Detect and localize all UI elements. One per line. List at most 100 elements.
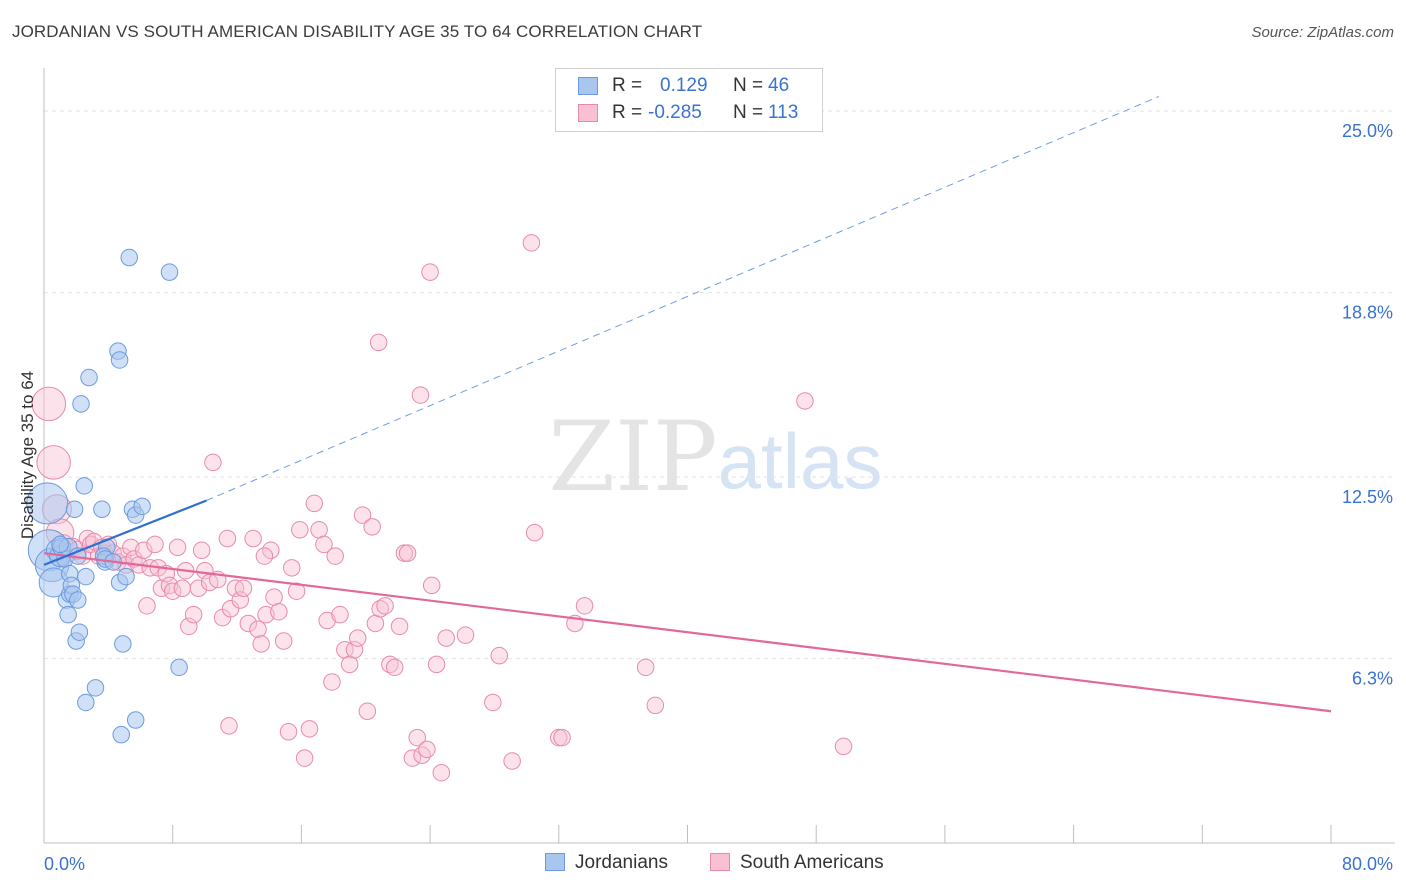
jordanian-point	[70, 623, 89, 641]
south-american-point	[398, 544, 417, 562]
legend-r-label: R =	[612, 75, 643, 96]
south-american-point	[31, 386, 67, 422]
y-tick-label: 25.0%	[1342, 121, 1393, 141]
south-american-point	[376, 597, 394, 615]
south-american-point	[249, 620, 267, 639]
south-american-point	[146, 535, 164, 554]
south-american-point	[553, 728, 571, 747]
south-american-point	[305, 494, 324, 513]
chart-title: JORDANIAN VS SOUTH AMERICAN DISABILITY A…	[12, 22, 703, 41]
jordanian-point	[26, 482, 69, 525]
y-tick-label: 12.5%	[1342, 487, 1393, 507]
south-american-point	[287, 582, 306, 600]
south-american-point	[180, 617, 198, 636]
south-american-point	[422, 576, 441, 595]
south-american-point	[323, 673, 341, 691]
south-american-point	[371, 600, 389, 618]
south-american-point	[134, 541, 153, 560]
legend-r-label: R =	[612, 102, 643, 123]
jordanian-point	[120, 248, 139, 267]
south-american-point	[326, 547, 344, 565]
south-american-point	[834, 737, 853, 756]
south-american-point	[575, 597, 594, 615]
jordanian-point	[69, 591, 87, 609]
jordanian-point	[59, 605, 77, 624]
x-tick-label: 80.0%	[1342, 854, 1393, 874]
south-american-point	[636, 658, 655, 677]
south-american-point	[282, 559, 301, 577]
legend-r-value: -0.285	[648, 102, 702, 123]
south-american-point	[255, 547, 274, 565]
south-american-point	[340, 655, 359, 674]
south-american-point	[369, 333, 388, 352]
south-american-trendline	[43, 552, 1332, 713]
jordanian-point	[160, 263, 179, 281]
south-american-point	[456, 626, 475, 644]
south-american-point	[366, 614, 385, 633]
south-american-point	[36, 445, 71, 480]
jordanian-point	[65, 500, 84, 519]
south-american-point	[331, 605, 349, 624]
south-american-point	[218, 529, 237, 548]
south-american-point	[427, 655, 446, 674]
south-american-point	[413, 746, 431, 764]
south-american-point	[484, 693, 502, 712]
x-tick-label: 0.0%	[44, 854, 85, 874]
south-american-point	[270, 602, 288, 621]
south-american-point	[234, 579, 253, 598]
jordanian-point	[93, 500, 111, 519]
stats-legend: R = 0.129 N = 46 R = -0.285 N = 113	[555, 68, 823, 132]
south-american-point	[385, 658, 404, 677]
legend-n-label: N =	[733, 102, 764, 123]
jordanian-point	[117, 567, 135, 586]
legend-n-label: N =	[733, 75, 764, 96]
south-american-point	[408, 728, 426, 747]
jordanian-point	[77, 567, 95, 586]
south-american-point	[411, 386, 430, 404]
south-american-point	[381, 655, 399, 674]
south-american-point	[192, 541, 211, 560]
south-american-point	[220, 717, 238, 735]
south-american-point	[490, 646, 509, 665]
jordanian-point	[77, 693, 95, 712]
jordanian-point	[133, 497, 151, 516]
south-american-point	[244, 529, 262, 548]
south-american-point	[252, 635, 270, 653]
south-american-point	[348, 629, 367, 647]
jordanian-point	[170, 658, 188, 677]
south-american-point	[279, 723, 298, 741]
south-american-point	[310, 521, 328, 539]
south-american-point	[221, 600, 240, 618]
south-american-point	[390, 617, 409, 636]
legend-label-south-americans: South Americans	[740, 852, 884, 873]
legend-swatch-jordanians	[578, 77, 598, 95]
south-american-point	[363, 518, 381, 536]
south-american-point	[196, 561, 214, 580]
jordanian-point	[112, 725, 130, 744]
south-american-point	[138, 597, 156, 615]
jordanian-point	[80, 368, 98, 387]
jordanian-point	[126, 711, 145, 729]
south-american-point	[168, 538, 187, 557]
jordanian-point	[51, 535, 69, 554]
y-tick-label: 6.3%	[1352, 669, 1393, 689]
south-american-point	[163, 582, 182, 600]
legend-n-value: 46	[768, 75, 790, 96]
jordanian-trendline-extension	[206, 96, 1160, 501]
south-american-point	[522, 234, 541, 252]
jordanian-point	[75, 477, 93, 495]
legend-label-jordanians: Jordanians	[575, 852, 668, 873]
south-american-point	[315, 535, 333, 554]
watermark-zip: ZIP	[548, 401, 717, 513]
south-american-point	[318, 611, 336, 630]
south-american-point	[503, 752, 521, 770]
south-american-point	[358, 702, 377, 721]
south-american-point	[291, 521, 309, 539]
y-tick-label: 18.8%	[1342, 303, 1393, 323]
legend-swatch-south-americans	[710, 853, 730, 871]
south-american-point	[432, 763, 451, 782]
south-american-point	[160, 576, 179, 595]
south-american-point	[403, 749, 422, 767]
south-american-point	[646, 696, 665, 715]
